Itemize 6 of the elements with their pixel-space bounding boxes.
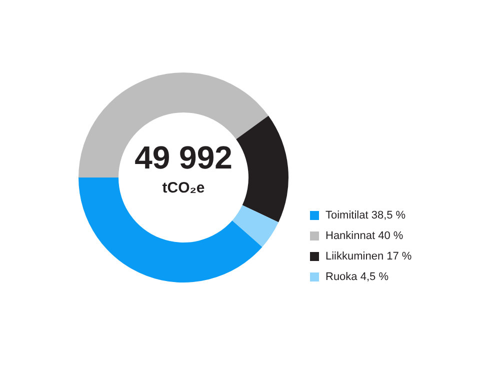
text: tCO₂e xyxy=(162,180,205,196)
legend-label: Toimitilat 38,5 % xyxy=(326,210,406,222)
legend-label: Ruoka 4,5 % xyxy=(326,271,389,283)
text: 49 992 xyxy=(134,140,232,176)
legend-label: Hankinnat 40 % xyxy=(326,230,404,242)
legend-label: Liikkuminen 17 % xyxy=(326,250,412,262)
